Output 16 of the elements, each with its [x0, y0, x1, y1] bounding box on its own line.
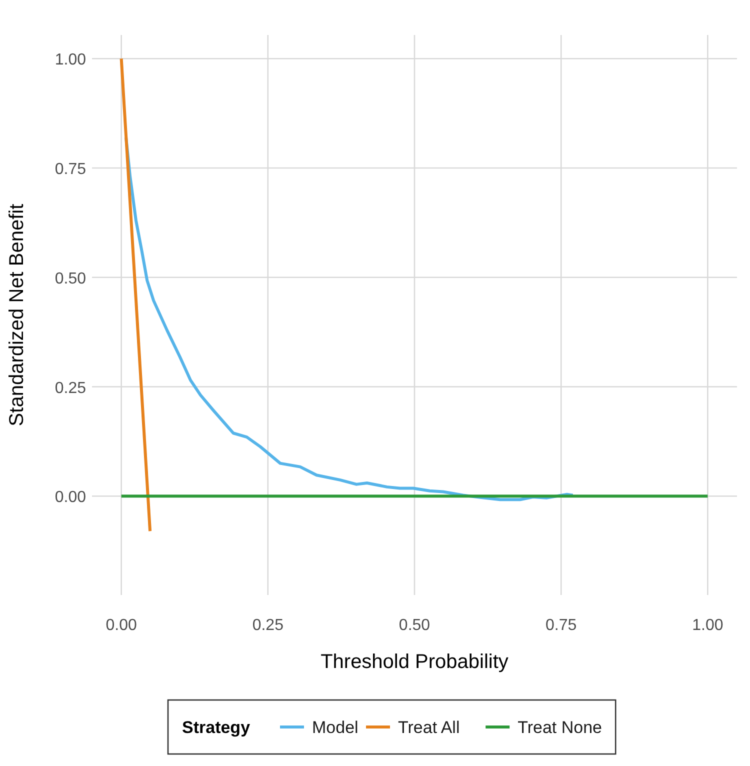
- x-tick-label: 0.25: [252, 617, 284, 634]
- y-tick-label: 0.00: [54, 489, 86, 506]
- y-tick-label: 0.50: [54, 270, 86, 288]
- legend-title: Strategy: [182, 718, 251, 737]
- legend-label: Model: [312, 718, 358, 737]
- y-axis-title: Standardized Net Benefit: [6, 203, 28, 426]
- x-tick-label: 0.00: [106, 617, 137, 634]
- y-tick-label: 0.25: [54, 380, 86, 397]
- x-tick-label: 0.75: [546, 617, 577, 634]
- x-tick-label: 1.00: [692, 617, 724, 634]
- legend-label: Treat None: [518, 718, 602, 737]
- x-axis-title: Threshold Probability: [320, 651, 508, 673]
- y-tick-label: 0.75: [54, 161, 86, 178]
- legend-label: Treat All: [398, 718, 460, 737]
- x-tick-label: 0.50: [398, 617, 430, 634]
- y-tick-label: 1.00: [54, 52, 86, 69]
